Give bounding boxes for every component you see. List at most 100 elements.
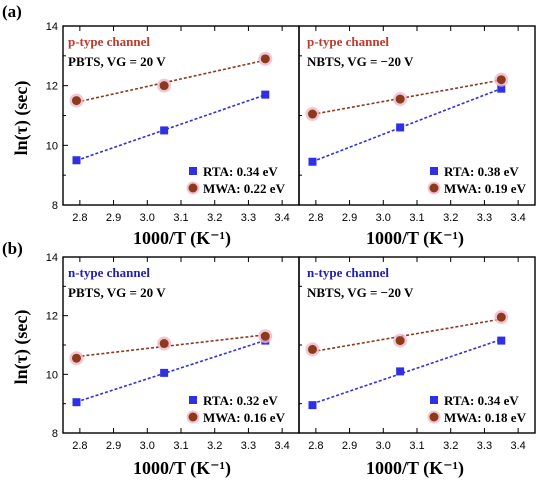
legend-rta-marker	[430, 396, 438, 404]
x-tick-label: 2.9	[342, 440, 357, 452]
y-tick-label: 12	[46, 311, 58, 323]
x-tick-label: 3.0	[140, 440, 155, 452]
legend-mwa-marker	[429, 412, 439, 422]
x-tick-label: 3.4	[274, 212, 289, 224]
x-tick-label: 2.9	[342, 212, 357, 224]
rta-data-point	[497, 84, 506, 93]
panel-title: p-type channel	[307, 34, 389, 49]
panel-p-type-nbts: p-type channel NBTS, VG = −20 V RTA: 0.3…	[298, 25, 536, 224]
row-label-b: (b)	[2, 239, 23, 258]
x-tick-label: 3.3	[477, 440, 492, 452]
x-tick-label: 3.0	[140, 212, 155, 224]
mwa-data-point	[260, 54, 270, 64]
rta-data-point	[308, 157, 317, 166]
y-tick-label: 14	[46, 21, 58, 33]
legend-rta-label: RTA: 0.32 eV	[203, 393, 278, 408]
y-tick-label: 8	[52, 428, 58, 440]
panel-title: n-type channel	[68, 265, 150, 280]
legend-mwa-label: MWA: 0.19 eV	[444, 181, 527, 196]
rta-data-point	[160, 368, 169, 377]
x-tick-label: 3.0	[376, 440, 391, 452]
x-tick-label: 2.8	[308, 212, 323, 224]
rta-data-point	[308, 401, 317, 410]
y-axis-label-top: ln(τ) (sec)	[11, 81, 32, 156]
x-tick-label: 3.3	[241, 212, 256, 224]
x-tick-label: 2.8	[72, 440, 87, 452]
rta-data-point	[261, 90, 270, 99]
legend-rta-label: RTA: 0.38 eV	[444, 164, 519, 179]
rta-data-point	[396, 123, 405, 132]
mwa-data-point	[496, 312, 506, 322]
legend-mwa-marker	[429, 183, 439, 193]
mwa-data-point	[496, 75, 506, 85]
x-tick-label: 3.4	[274, 440, 289, 452]
legend-rta-label: RTA: 0.34 eV	[203, 164, 278, 179]
y-axis-label-bottom: ln(τ) (sec)	[11, 310, 32, 385]
rta-fit-line	[76, 94, 266, 162]
x-axis-label-bottom-right: 1000/T (K⁻¹)	[366, 458, 464, 479]
x-tick-label: 2.9	[106, 212, 121, 224]
legend-mwa-label: MWA: 0.16 eV	[203, 410, 286, 425]
x-tick-label: 3.1	[409, 440, 424, 452]
legend-mwa-marker	[188, 183, 198, 193]
legend-rta-marker	[189, 396, 197, 404]
x-tick-label: 3.1	[409, 212, 424, 224]
mwa-data-point	[395, 336, 405, 346]
panel-subtitle: PBTS, VG = 20 V	[68, 54, 166, 69]
x-tick-label: 3.2	[207, 212, 222, 224]
panel-n-type-pbts: n-type channel PBTS, VG = 20 V RTA: 0.32…	[46, 252, 300, 452]
panel-subtitle: NBTS, VG = −20 V	[307, 54, 414, 69]
x-tick-label: 2.9	[106, 440, 121, 452]
mwa-fit-line	[76, 59, 266, 103]
legend-rta-marker	[430, 167, 438, 175]
x-tick-label: 3.4	[510, 440, 525, 452]
x-tick-label: 3.2	[443, 440, 458, 452]
panel-n-type-nbts: n-type channel NBTS, VG = −20 V RTA: 0.3…	[298, 256, 536, 452]
mwa-data-point	[307, 344, 317, 354]
x-tick-label: 3.4	[510, 212, 525, 224]
x-axis-label-top-left: 1000/T (K⁻¹)	[133, 228, 231, 249]
x-tick-label: 3.1	[173, 440, 188, 452]
mwa-fit-line	[76, 334, 266, 358]
panel-subtitle: NBTS, VG = −20 V	[307, 285, 414, 300]
legend-mwa-marker	[188, 412, 198, 422]
panel-title: p-type channel	[68, 34, 150, 49]
legend-rta-marker	[189, 167, 197, 175]
mwa-data-point	[71, 96, 81, 106]
row-label-a: (a)	[2, 2, 22, 21]
x-axis-label-bottom-left: 1000/T (K⁻¹)	[133, 458, 231, 479]
legend-mwa-label: MWA: 0.22 eV	[203, 181, 286, 196]
panel-subtitle: PBTS, VG = 20 V	[68, 285, 166, 300]
mwa-data-point	[159, 81, 169, 91]
x-tick-label: 3.3	[477, 212, 492, 224]
mwa-data-point	[260, 331, 270, 341]
x-tick-label: 3.1	[173, 212, 188, 224]
y-tick-label: 14	[46, 252, 58, 264]
rta-data-point	[72, 156, 81, 165]
mwa-data-point	[307, 109, 317, 119]
mwa-fit-line	[312, 318, 502, 353]
mwa-data-point	[159, 339, 169, 349]
rta-data-point	[497, 336, 506, 345]
y-tick-label: 10	[46, 140, 58, 152]
mwa-fit-line	[312, 79, 502, 116]
mwa-data-point	[395, 94, 405, 104]
panel-title: n-type channel	[307, 265, 389, 280]
panel-p-type-pbts: p-type channel PBTS, VG = 20 V RTA: 0.34…	[46, 21, 300, 224]
rta-data-point	[160, 126, 169, 135]
y-tick-label: 12	[46, 81, 58, 93]
y-tick-label: 10	[46, 369, 58, 381]
rta-fit-line	[312, 338, 502, 405]
x-tick-label: 2.8	[72, 212, 87, 224]
rta-data-point	[72, 398, 81, 407]
rta-fit-line	[76, 339, 266, 403]
x-tick-label: 3.2	[443, 212, 458, 224]
legend-rta-label: RTA: 0.34 eV	[444, 393, 519, 408]
mwa-data-point	[71, 353, 81, 363]
x-tick-label: 3.2	[207, 440, 222, 452]
rta-fit-line	[312, 87, 502, 163]
legend-mwa-label: MWA: 0.18 eV	[444, 410, 527, 425]
y-tick-label: 8	[52, 200, 58, 212]
x-axis-label-top-right: 1000/T (K⁻¹)	[366, 228, 464, 249]
